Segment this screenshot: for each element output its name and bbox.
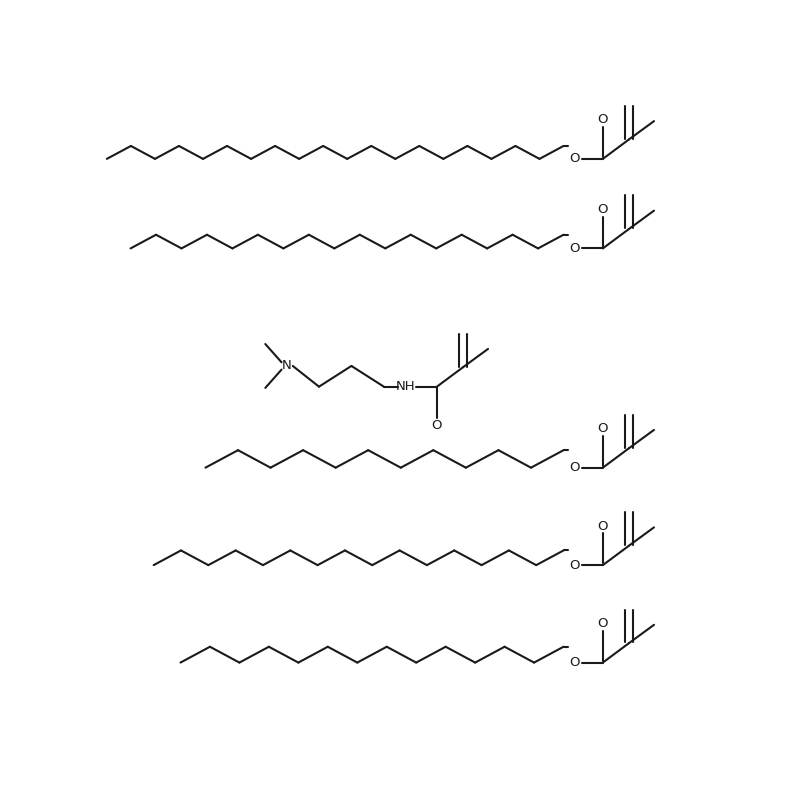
Text: O: O	[597, 422, 608, 435]
Text: O: O	[597, 520, 608, 532]
Text: O: O	[597, 113, 608, 127]
Text: O: O	[569, 656, 580, 669]
Text: O: O	[569, 461, 580, 474]
Text: O: O	[569, 558, 580, 572]
Text: N: N	[282, 359, 291, 373]
Text: O: O	[431, 419, 442, 432]
Text: O: O	[569, 242, 580, 255]
Text: O: O	[569, 153, 580, 165]
Text: O: O	[597, 203, 608, 216]
Text: O: O	[597, 617, 608, 630]
Text: NH: NH	[396, 380, 415, 393]
